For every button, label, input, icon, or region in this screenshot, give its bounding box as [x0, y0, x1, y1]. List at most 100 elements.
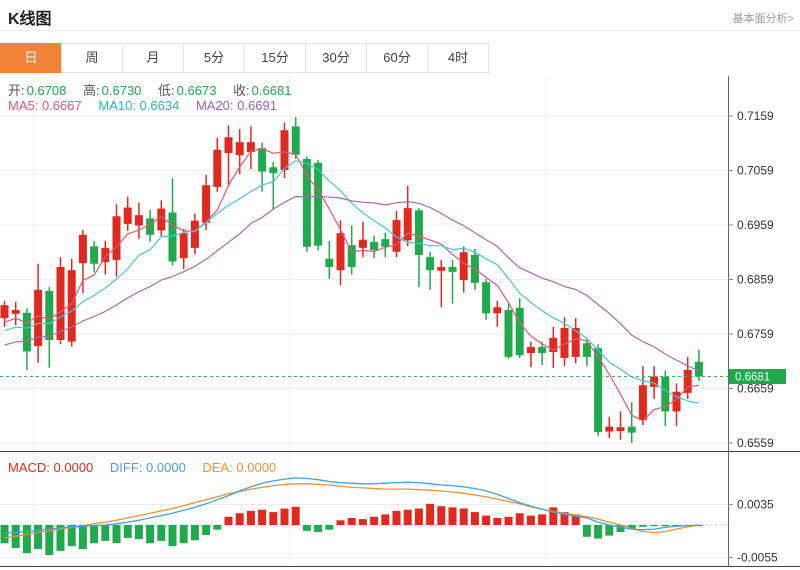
macd-hist-bar	[571, 514, 580, 525]
macd-hist-bar	[459, 508, 468, 525]
ma5-value: MA5: 0.6667	[8, 98, 82, 113]
macd-hist-bar	[482, 515, 491, 525]
macd-hist-bar	[538, 514, 547, 525]
macd-hist-bar	[314, 525, 323, 533]
price-axis-label: 0.7159	[737, 109, 774, 123]
candle-body	[34, 289, 43, 346]
current-price-badge-label: 0.6681	[735, 372, 770, 384]
macd-hist-bar	[90, 525, 99, 544]
candle-body	[157, 208, 166, 231]
candle-body	[616, 427, 625, 432]
macd-hist-bar	[56, 525, 65, 551]
tab-15min[interactable]: 15分	[244, 43, 306, 73]
macd-hist-bar	[638, 525, 647, 527]
candle-body	[392, 220, 401, 252]
macd-hist-bar	[190, 525, 199, 541]
macd-hist-bar	[470, 512, 479, 525]
candle-body	[235, 142, 244, 156]
macd-hist-bar	[101, 525, 110, 541]
macd-hist-bar	[381, 514, 390, 525]
macd-hist-bar	[560, 512, 569, 525]
macd-hist-bar	[246, 510, 255, 525]
macd-hist-bar	[45, 525, 54, 555]
candle-body	[414, 210, 423, 255]
macd-legend: MACD: 0.0000 DIFF: 0.0000 DEA: 0.0000	[8, 460, 289, 475]
ma5-line	[4, 148, 699, 422]
timeframe-tabbar: 日周月 5分 15分 30分 60分 4时	[0, 43, 489, 73]
tab-60min[interactable]: 60分	[366, 43, 428, 73]
candle-body	[179, 233, 188, 259]
macd-hist-bar	[123, 525, 132, 538]
macd-hist-bar	[34, 525, 43, 550]
tab-30min[interactable]: 30分	[305, 43, 367, 73]
candle-body	[605, 426, 614, 432]
macd-hist-bar	[661, 525, 670, 527]
macd-hist-bar	[280, 508, 289, 525]
candle-body	[459, 252, 468, 281]
macd-hist-bar	[146, 525, 155, 544]
macd-hist-bar	[269, 512, 278, 525]
macd-axis-label: -0.0055	[737, 550, 778, 564]
price-axis-label: 0.6959	[737, 218, 774, 232]
tab-5min[interactable]: 5分	[183, 43, 245, 73]
candle-body	[258, 148, 267, 172]
macd-hist-bar	[392, 510, 401, 525]
dea-value: DEA: 0.0000	[202, 460, 277, 475]
macd-hist-bar	[605, 525, 614, 536]
macd-hist-bar	[504, 516, 513, 525]
dea-line	[4, 483, 700, 539]
tab-day[interactable]: 日	[0, 43, 62, 73]
macd-hist-bar	[0, 525, 9, 544]
fundamental-analysis-link[interactable]: 基本面分析>	[732, 13, 794, 25]
macd-hist-bar	[549, 507, 558, 525]
candle-body	[190, 220, 199, 248]
macd-hist-bar	[448, 507, 457, 525]
tab-4hour[interactable]: 4时	[427, 43, 489, 73]
macd-hist-bar	[414, 508, 423, 525]
candle-body	[582, 343, 591, 357]
candle-body	[134, 215, 143, 226]
macd-hist-bar	[179, 525, 188, 544]
candle-body	[370, 241, 379, 251]
diff-line	[4, 477, 699, 534]
candle-body	[381, 239, 390, 247]
macd-hist-bar	[493, 517, 502, 525]
macd-hist-bar	[627, 525, 636, 529]
ma-legend: MA5: 0.6667 MA10: 0.6634 MA20: 0.6691	[8, 98, 290, 113]
price-axis-label: 0.7059	[737, 164, 774, 178]
candle-body	[90, 246, 99, 264]
macd-hist-bar	[526, 515, 535, 525]
tab-week[interactable]: 周	[61, 43, 123, 73]
macd-hist-bar	[302, 525, 311, 531]
macd-axis-label: 0.0035	[737, 497, 774, 511]
candle-body	[325, 258, 334, 267]
candle-body	[202, 185, 211, 223]
candle-body	[11, 310, 20, 314]
macd-hist-bar	[202, 525, 211, 535]
candle-body	[291, 126, 300, 155]
candle-body	[112, 216, 121, 260]
diff-value: DIFF: 0.0000	[109, 460, 186, 475]
candle-body	[146, 218, 155, 235]
candle-body	[638, 385, 647, 421]
ma10-value: MA10: 0.6634	[98, 98, 180, 113]
candle-body	[347, 245, 356, 267]
candle-body	[101, 247, 110, 263]
macd-hist-bar	[168, 525, 177, 547]
tab-month[interactable]: 月	[122, 43, 184, 73]
candle-body	[45, 290, 54, 340]
ohlc-legend: 开: 0.6708 高: 0.6730 低: 0.6673 收: 0.6681	[8, 80, 304, 99]
price-axis-label: 0.6659	[737, 382, 774, 396]
candle-body	[246, 142, 255, 152]
candle-body	[314, 162, 323, 246]
ohlc-high: 高: 0.6730	[83, 83, 142, 98]
macd-hist-bar	[78, 525, 87, 550]
candle-body	[213, 149, 222, 187]
macd-hist-bar	[370, 516, 379, 525]
ohlc-close: 收: 0.6681	[233, 83, 292, 98]
candle-body	[515, 307, 524, 356]
candle-body	[560, 328, 569, 358]
price-axis-label: 0.6859	[737, 273, 774, 287]
macd-hist-bar	[582, 525, 591, 537]
